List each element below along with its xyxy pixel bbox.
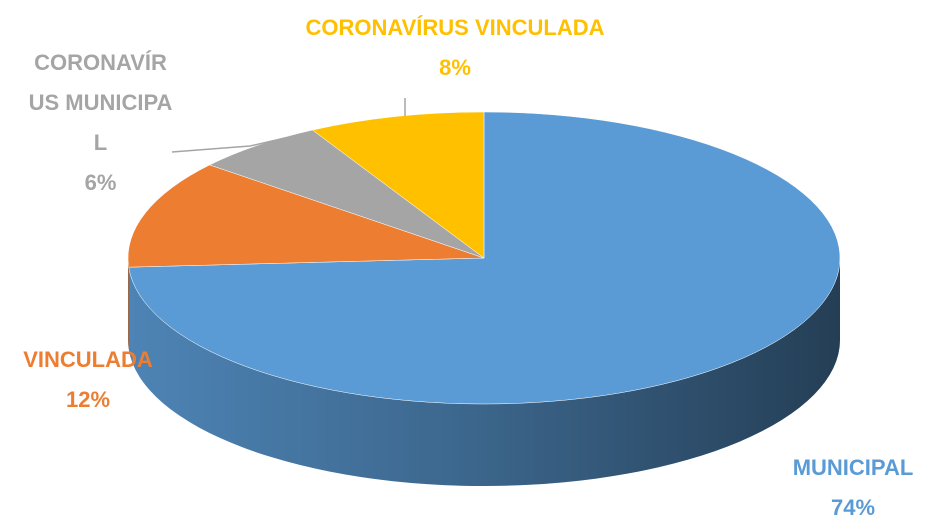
data-label: VINCULADA 12% [0, 340, 176, 420]
leader-line [171, 137, 286, 153]
category-label: VINCULADA [23, 347, 153, 372]
category-label: MUNICIPAL [792, 455, 914, 480]
value-label: 6% [84, 170, 117, 195]
data-label: CORONAVÍRUS VINCULADA 8% [255, 8, 655, 88]
data-label: CORONAVÍRUS MUNICIPAL 6% [28, 43, 173, 203]
slice [209, 129, 485, 259]
value-label: 8% [439, 55, 471, 80]
data-label: MUNICIPAL 74% [763, 448, 933, 526]
slice [127, 164, 485, 268]
slice-side-shade [128, 258, 129, 350]
slice [311, 111, 485, 259]
slice-side-shade [128, 258, 840, 486]
category-label: CORONAVÍRUS MUNICIPAL [28, 50, 173, 155]
value-label: 74% [830, 495, 876, 520]
category-label: CORONAVÍRUS VINCULADA [305, 15, 605, 40]
value-label: 12% [65, 387, 111, 412]
slice [128, 111, 841, 405]
